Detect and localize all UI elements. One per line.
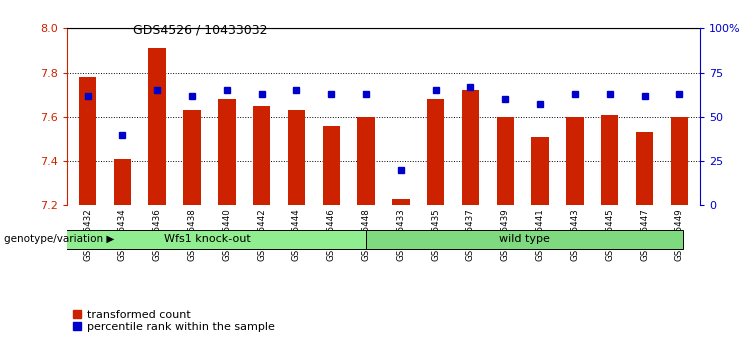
Bar [601,115,619,205]
Bar [288,110,305,205]
Text: genotype/variation ▶: genotype/variation ▶ [4,234,114,244]
Bar [496,117,514,205]
Legend: transformed count, percentile rank within the sample: transformed count, percentile rank withi… [72,310,275,332]
Bar [49,230,366,249]
Bar [531,137,549,205]
Text: Wfs1 knock-out: Wfs1 knock-out [164,234,251,244]
Bar [671,117,688,205]
Bar [427,99,445,205]
Bar [357,117,375,205]
Bar [218,99,236,205]
Bar [322,126,340,205]
Bar [113,159,131,205]
Bar [636,132,654,205]
Text: GDS4526 / 10433032: GDS4526 / 10433032 [133,23,268,36]
Bar [253,106,270,205]
Bar [366,230,682,249]
Bar [566,117,584,205]
Bar [462,90,479,205]
Bar [148,48,166,205]
Bar [392,199,410,205]
Bar [183,110,201,205]
Bar [79,77,96,205]
Text: wild type: wild type [499,234,550,244]
